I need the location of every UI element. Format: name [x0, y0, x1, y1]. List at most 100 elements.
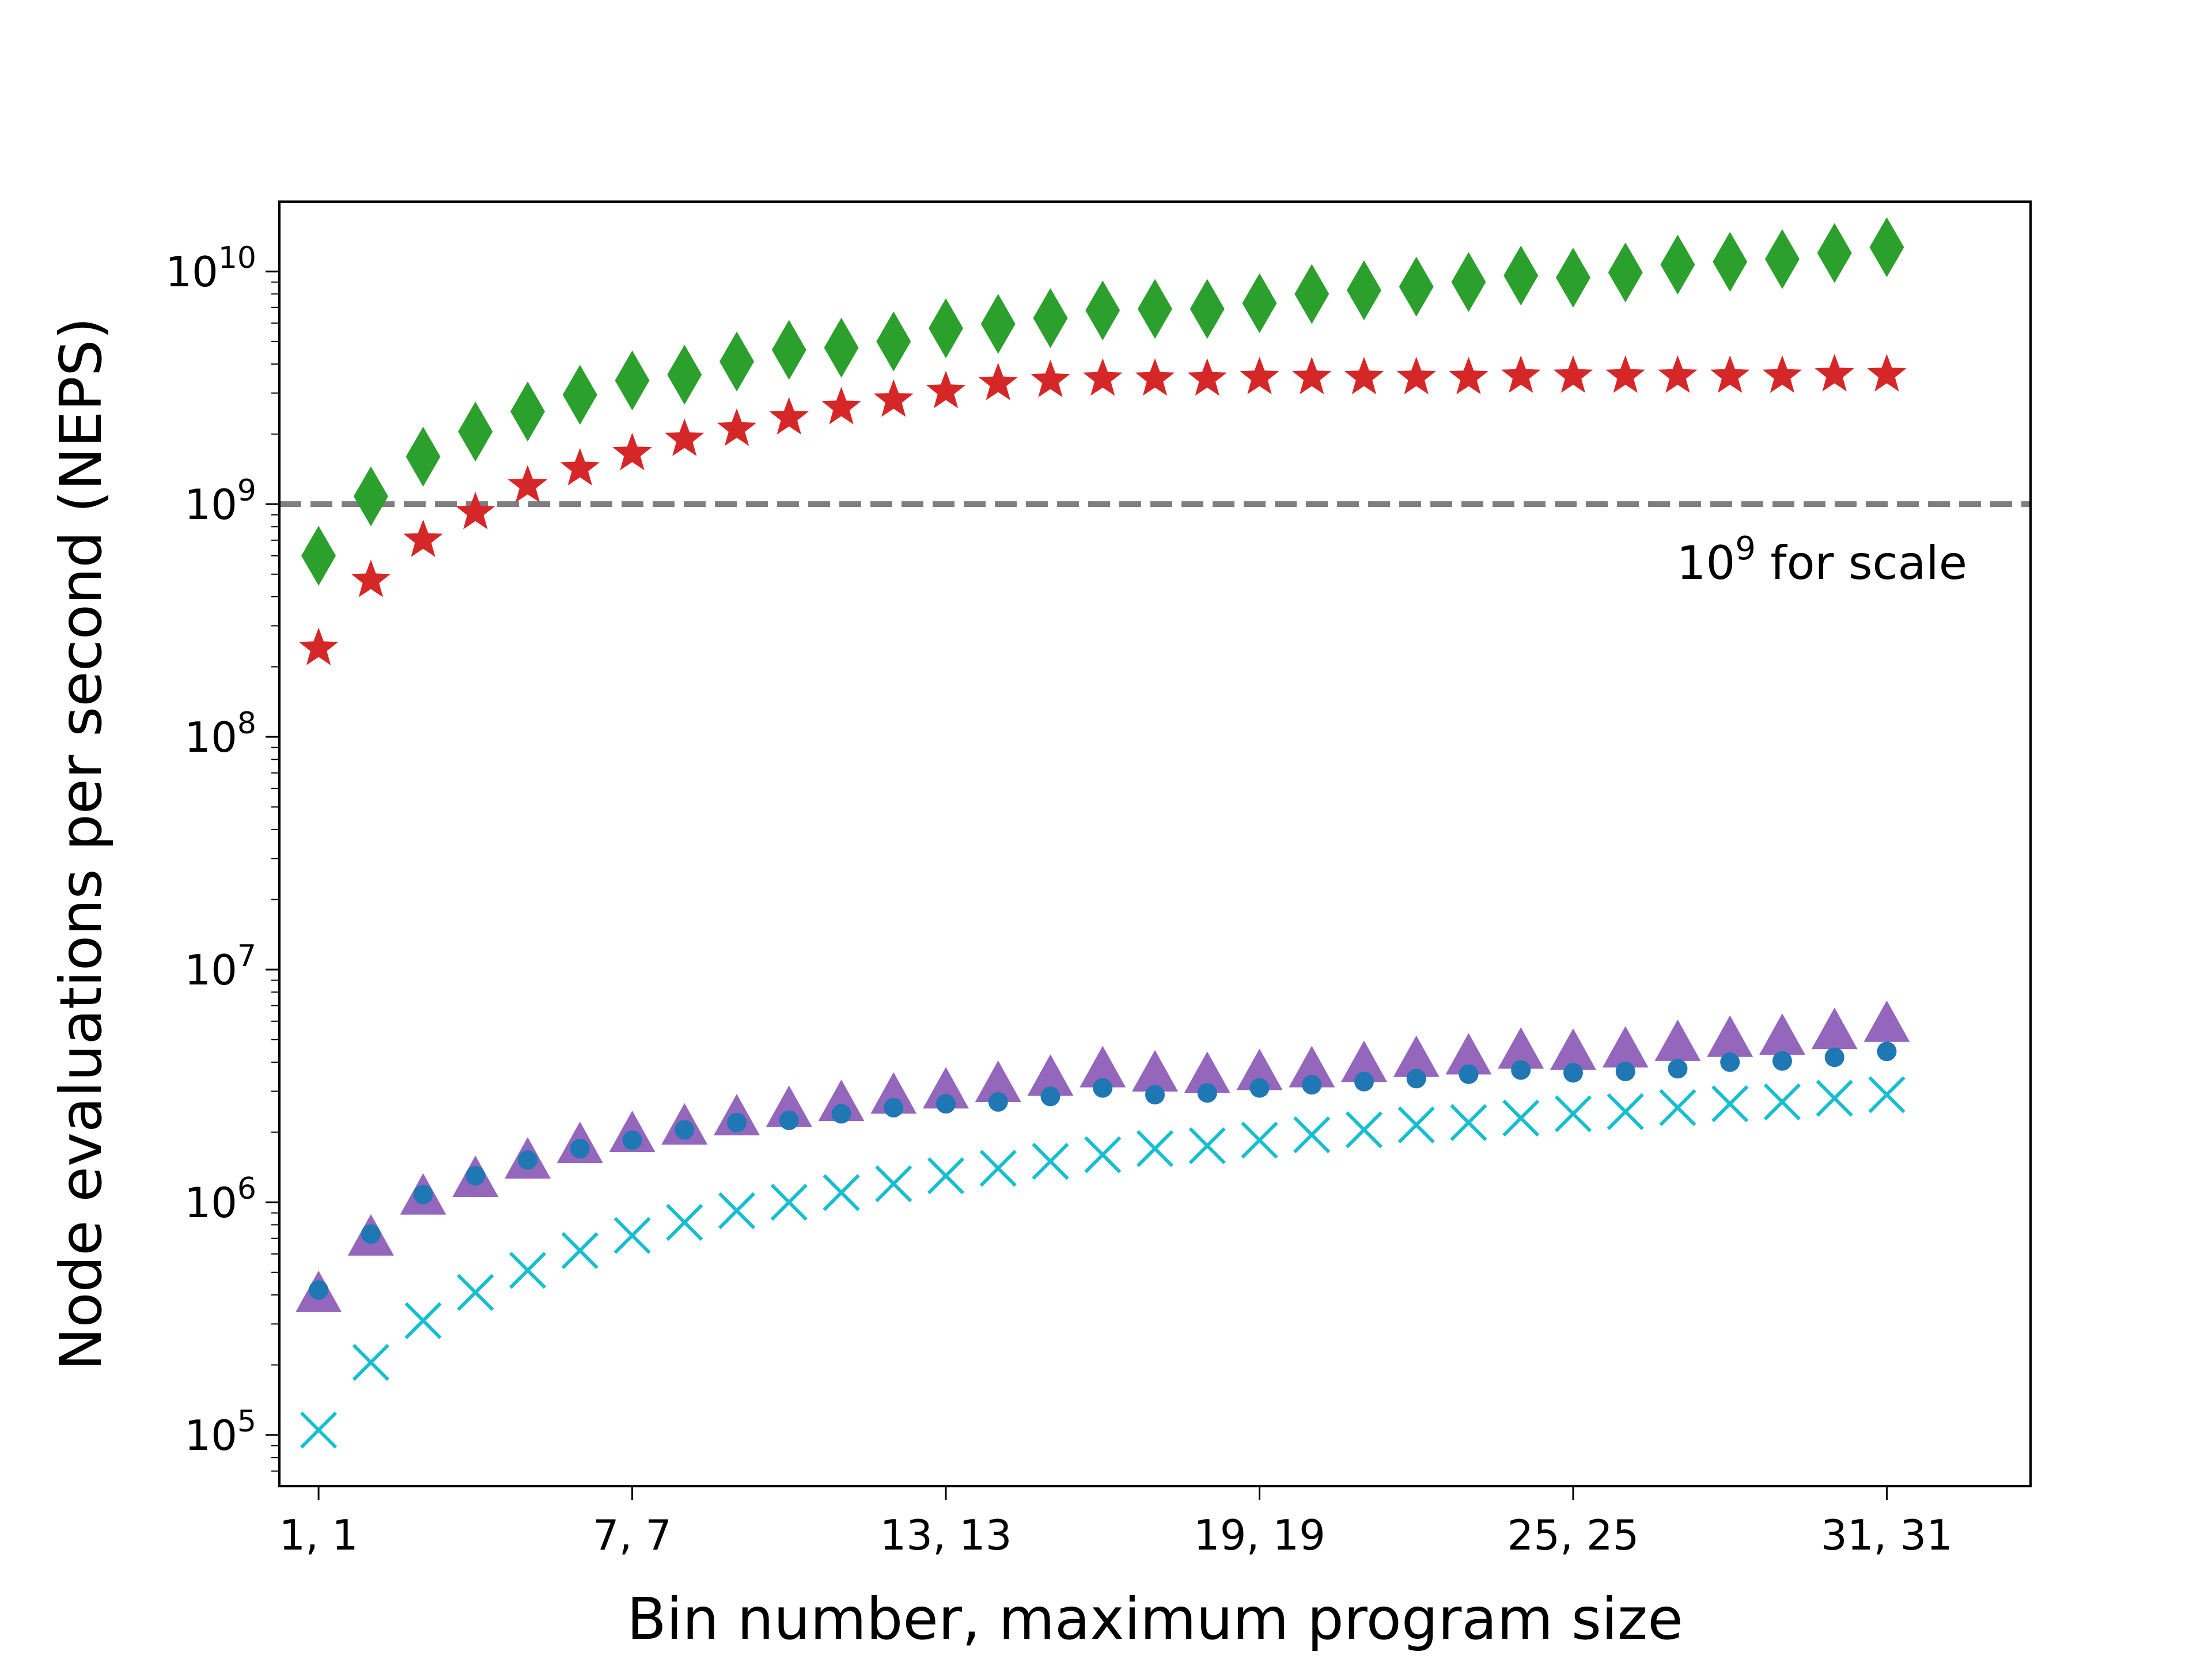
x-point: [1293, 1116, 1331, 1154]
diamond-point: [1242, 273, 1277, 334]
circle-point: [675, 1120, 695, 1140]
diamond-point: [301, 525, 336, 586]
diamond-point: [771, 320, 806, 380]
triangle-point: [923, 1067, 969, 1109]
triangle-point: [1080, 1046, 1126, 1088]
diamond-point: [1608, 242, 1643, 302]
y-tick-label: 108: [184, 706, 256, 762]
star-point: [1344, 357, 1384, 395]
x-point: [1659, 1089, 1696, 1127]
triangle-point: [1289, 1046, 1335, 1088]
diamond-point: [510, 381, 546, 442]
diamond-point: [1346, 260, 1381, 320]
star-point: [1449, 357, 1488, 395]
star-point: [1031, 359, 1070, 397]
triangle-point: [1498, 1027, 1544, 1069]
x-point: [1554, 1095, 1592, 1132]
x-tick-label: 19, 19: [1194, 1511, 1325, 1559]
triangle-point: [1027, 1054, 1074, 1096]
triangle-point: [1550, 1028, 1596, 1070]
diamond-point: [562, 365, 597, 425]
diamond-point: [1399, 256, 1434, 317]
series-circle: [309, 1041, 1897, 1300]
x-point: [1345, 1111, 1383, 1149]
x-point: [300, 1411, 338, 1449]
star-point: [1553, 355, 1593, 393]
circle-point: [727, 1112, 747, 1132]
diamond-point: [980, 294, 1016, 354]
diamond-point: [1869, 217, 1904, 278]
circle-point: [1824, 1047, 1844, 1067]
star-point: [769, 397, 809, 435]
diamond-point: [1294, 264, 1330, 324]
diamond-point: [824, 317, 859, 378]
star-point: [874, 379, 914, 417]
diamond-point: [1660, 234, 1695, 295]
circle-point: [779, 1110, 799, 1130]
circle-point: [1615, 1061, 1635, 1081]
circle-point: [884, 1097, 904, 1118]
circle-point: [465, 1166, 486, 1186]
circle-point: [988, 1092, 1008, 1112]
x-point: [1607, 1093, 1644, 1131]
x-point: [1868, 1076, 1906, 1113]
x-point: [561, 1232, 599, 1270]
star-point: [1815, 354, 1854, 392]
circle-point: [1197, 1083, 1217, 1103]
circle-point: [1720, 1052, 1740, 1072]
triangle-point: [1759, 1013, 1805, 1055]
star-point: [403, 519, 443, 557]
x-tick-label: 13, 13: [880, 1511, 1012, 1559]
triangle-point: [1707, 1015, 1753, 1057]
x-point: [927, 1157, 965, 1195]
star-point: [1867, 354, 1907, 392]
y-tick-label: 1010: [165, 241, 256, 296]
x-tick-label: 1, 1: [279, 1511, 358, 1559]
data-marks: [296, 217, 1910, 1449]
triangle-point: [818, 1080, 865, 1122]
circle-point: [518, 1150, 538, 1170]
star-point: [1396, 357, 1436, 395]
triangle-point: [1184, 1051, 1230, 1093]
circle-point: [1354, 1071, 1374, 1092]
x-axis-label: Bin number, maximum program size: [627, 1585, 1683, 1653]
diamond-point: [615, 350, 650, 411]
star-point: [1083, 358, 1123, 396]
y-tick-label: 106: [184, 1172, 256, 1227]
star-point: [821, 387, 861, 425]
circle-point: [831, 1104, 851, 1124]
x-point: [1136, 1130, 1174, 1168]
x-point: [1188, 1127, 1226, 1165]
circle-point: [1877, 1041, 1897, 1062]
x-point: [1763, 1083, 1801, 1120]
plot-frame: [278, 200, 2032, 1487]
diamond-point: [876, 311, 911, 372]
x-tick-label: 25, 25: [1507, 1511, 1639, 1559]
x-point: [1084, 1136, 1122, 1173]
y-tick-label: 109: [184, 474, 256, 529]
x-tick-label: 31, 31: [1821, 1511, 1953, 1559]
diamond-point: [1817, 223, 1852, 283]
diamond-point: [1190, 279, 1225, 339]
star-point: [1240, 357, 1279, 395]
triangle-point: [870, 1072, 917, 1114]
x-point: [1032, 1142, 1069, 1180]
circle-point: [1772, 1051, 1792, 1071]
triangle-point: [1340, 1040, 1387, 1082]
reference-line-label: 109 for scale: [1677, 530, 1967, 590]
triangle-point: [1445, 1033, 1492, 1075]
x-point: [823, 1174, 860, 1211]
triangle-point: [1393, 1035, 1440, 1077]
circle-point: [570, 1139, 590, 1159]
star-point: [717, 408, 757, 446]
star-point: [1605, 355, 1645, 393]
x-point: [1816, 1080, 1853, 1117]
diamond-point: [458, 402, 493, 462]
triangle-point: [1236, 1048, 1283, 1090]
triangle-point: [766, 1085, 812, 1127]
star-point: [1501, 355, 1541, 393]
diamond-point: [1138, 279, 1172, 339]
diamond-point: [406, 426, 441, 487]
circle-point: [1040, 1086, 1060, 1107]
circle-point: [1249, 1078, 1270, 1098]
